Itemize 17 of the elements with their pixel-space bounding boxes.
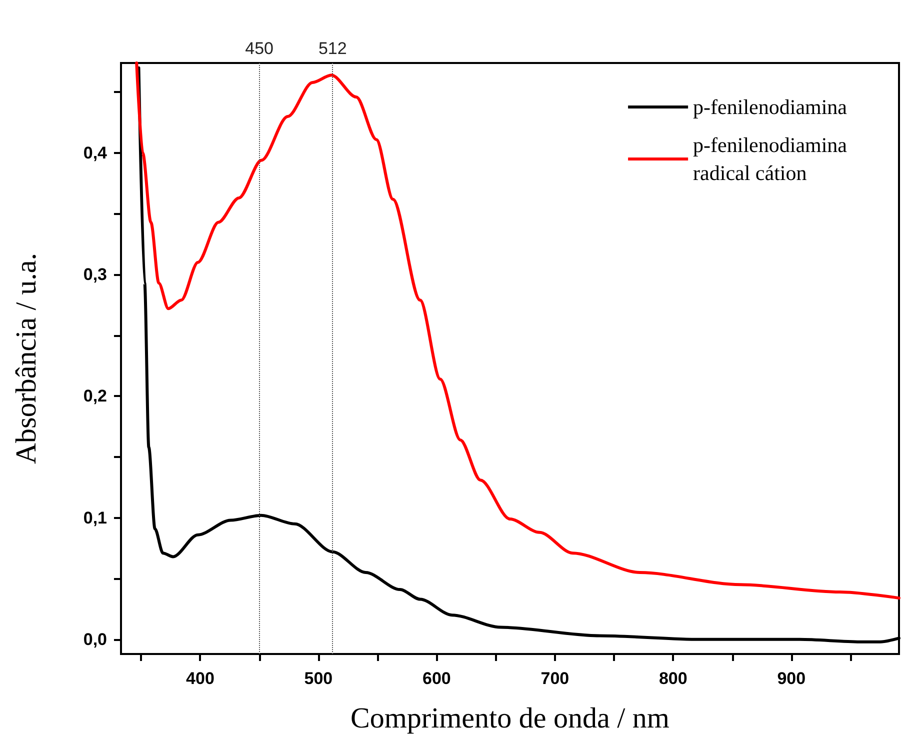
x-tick-label: 700 [540,669,570,688]
y-tick-label: 0,1 [83,508,107,528]
x-axis-title: Comprimento de onda / nm [350,702,670,734]
y-tick-label: 0,3 [83,265,107,284]
x-tick-label: 800 [658,669,688,688]
y-tick-label: 0,4 [83,143,108,162]
legend-label: p-fenilenodiamina [693,95,848,119]
x-tick-label: 400 [186,669,214,688]
legend-label: p-fenilenodiamina radical cátion [693,133,848,185]
x-tick-label: 900 [777,669,806,688]
y-axis-title: Absorbância / u.a. [10,253,42,464]
x-tick-label: 600 [422,669,451,688]
y-tick-label: 0,0 [83,630,107,649]
ref-line-label: 450 [245,39,274,58]
ref-line-label: 512 [318,39,347,58]
x-tick-label: 500 [304,669,333,688]
y-tick-label: 0,2 [83,386,107,406]
